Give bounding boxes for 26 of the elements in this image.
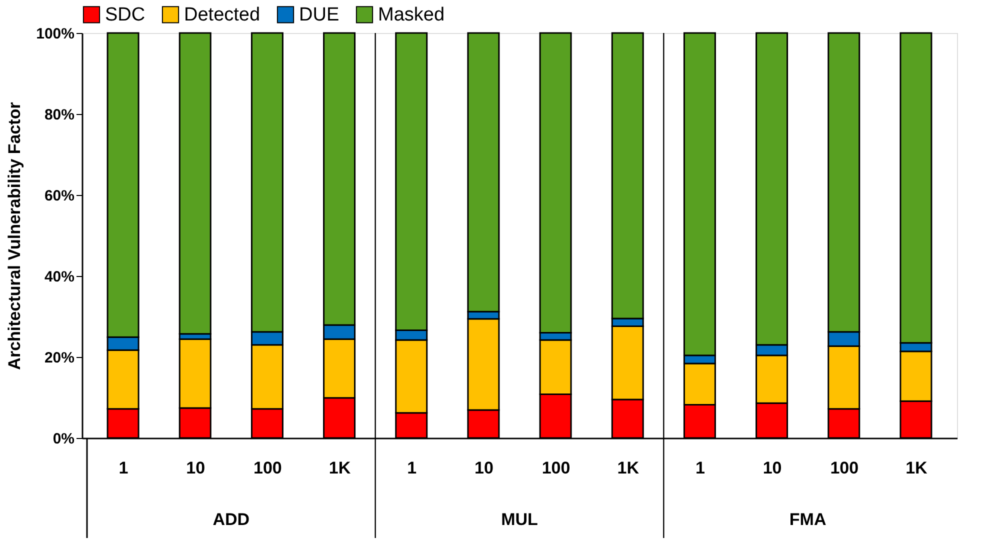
x-tick-label: 100 [542,458,570,478]
x-tick-label: 10 [762,458,782,478]
x-tick-label: 1 [695,458,705,478]
x-tick-label: 1 [407,458,417,478]
y-tick-label: 40% [44,268,74,286]
legend-label: Detected [184,4,260,26]
text: ADD [212,510,250,529]
y-tick-label: 20% [44,350,74,366]
y-tick-label: 80% [44,106,74,124]
x-tick-label: 1 [118,458,128,478]
x-tick-label: 1K [328,458,352,478]
legend-label: DUE [299,4,340,26]
y-tick-label: 100% [36,26,74,42]
text: FMA [789,510,826,529]
x-tick-label: 1K [617,458,640,478]
text: MUL [501,510,538,529]
x-tick-label: 10 [474,458,494,478]
legend-label: SDC [105,4,146,26]
legend-label: Masked [378,4,445,26]
y-tick-label: 60% [44,188,74,204]
x-tick-label: 100 [254,458,282,478]
x-tick-label: 100 [830,458,859,478]
x-tick-label: 1K [906,458,928,478]
x-tick-label: 10 [186,458,206,478]
y-tick-label: 0% [52,430,74,448]
y-axis-title: Architectural Vulnerability Factor [5,102,24,370]
